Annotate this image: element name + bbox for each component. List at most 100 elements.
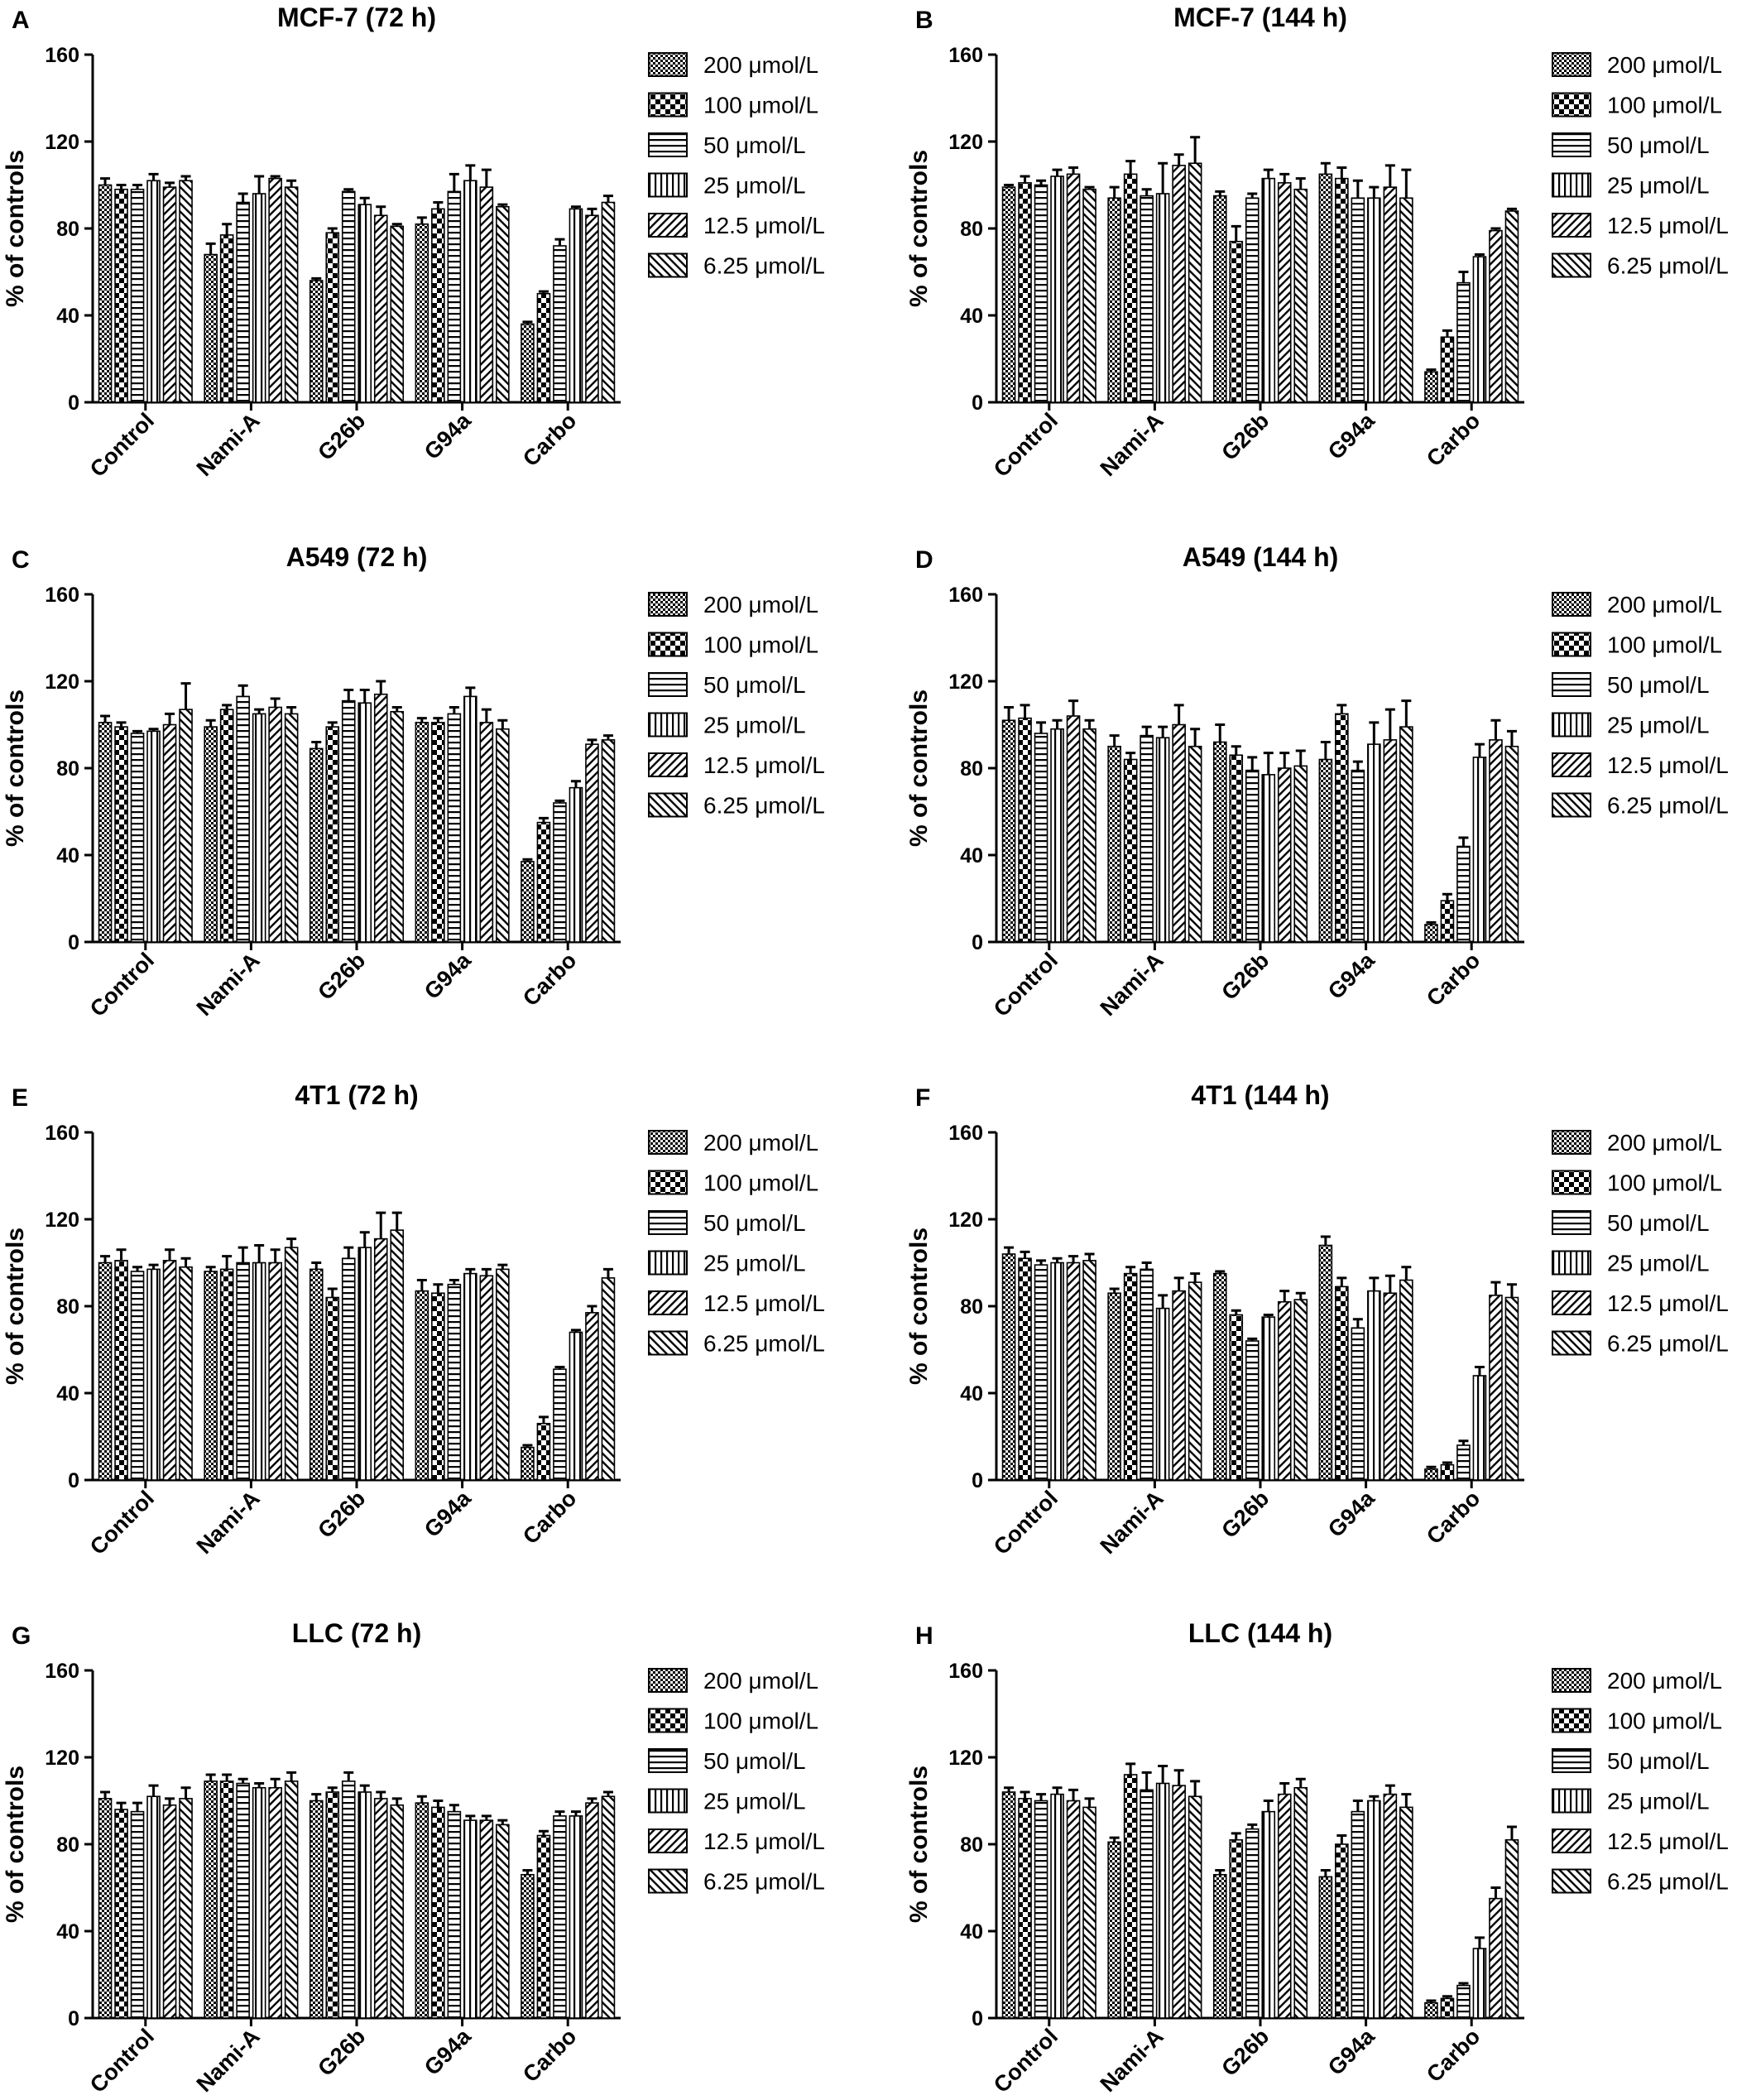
bar (1424, 2001, 1438, 2019)
x-tick-label: Control (989, 408, 1063, 482)
y-tick-label: 0 (68, 2007, 79, 2030)
panel-letter: B (915, 7, 933, 34)
bar (252, 1786, 266, 2019)
bar (1489, 1897, 1503, 2019)
bar (130, 1271, 145, 1481)
bar (447, 190, 462, 403)
x-tick-label: Carbo (518, 948, 581, 1011)
bar (1018, 1257, 1032, 1481)
bar (1140, 1789, 1154, 2019)
bar (569, 208, 583, 403)
chart-title: LLC (72 h) (292, 1618, 421, 1648)
bar (1018, 182, 1032, 403)
x-tick-label: Nami-A (1096, 948, 1168, 1021)
x-tick-label: G94a (420, 2023, 477, 2080)
bar (325, 1791, 340, 2019)
bar (1212, 1272, 1227, 1481)
bar (1082, 1806, 1096, 2019)
bar (236, 1782, 250, 2019)
legend-entry: 6.25 μmol/L (703, 1869, 825, 1895)
bar (268, 1786, 282, 2019)
legend-swatch (648, 132, 688, 157)
bar (1066, 715, 1081, 943)
y-tick-label: 120 (948, 670, 983, 694)
bar (585, 1802, 599, 2019)
bar (1229, 754, 1244, 943)
bar (1155, 1307, 1170, 1481)
bar (1018, 717, 1032, 943)
bar (1293, 1786, 1308, 2019)
x-tick-label: Nami-A (1096, 2024, 1168, 2097)
panel-a: A MCF-7 (72 h) % of controls 0 40 80 120 160 Con… (2, 2, 825, 482)
y-tick-label: 80 (960, 1833, 983, 1857)
bar (1399, 1279, 1413, 1481)
x-tick-label: Control (989, 2024, 1063, 2098)
x-tick-label: Carbo (518, 1486, 581, 1549)
panel-letter: C (12, 546, 30, 574)
legend-entry: 100 μmol/L (1607, 632, 1722, 658)
bar (1066, 1800, 1081, 2019)
bar (463, 695, 477, 943)
y-axis-label: % of controls (2, 150, 29, 307)
bar (325, 726, 340, 943)
bar (252, 1261, 266, 1481)
panel-h: H LLC (144 h) % of controls 0 40 80 120 160 Cont… (905, 1618, 1729, 2098)
bar (1318, 1876, 1333, 2019)
x-tick-label: Carbo (1422, 1486, 1485, 1549)
x-tick-label: Nami-A (192, 2024, 265, 2097)
legend: 200 μmol/L 100 μmol/L 50 μmol/L 25 μmol/L 12… (1552, 52, 1729, 279)
bar (1066, 1261, 1081, 1481)
bar (1489, 229, 1503, 403)
bar (357, 1791, 372, 2019)
legend-swatch (1552, 592, 1591, 617)
legend-entry: 50 μmol/L (703, 132, 806, 158)
bar (1440, 1997, 1455, 2019)
y-axis-label: % of controls (905, 690, 933, 847)
bar (1440, 336, 1455, 403)
panel-letter: A (12, 7, 30, 34)
x-tick-label: Control (85, 408, 159, 482)
bar (553, 802, 567, 943)
bar (284, 713, 299, 943)
legend-swatch (648, 632, 688, 657)
y-tick-label: 80 (960, 1295, 983, 1319)
bar (179, 709, 193, 943)
legend-entry: 25 μmol/L (703, 1789, 806, 1814)
legend-swatch (1552, 712, 1591, 738)
legend-swatch (648, 52, 688, 77)
y-tick-label: 120 (948, 1747, 983, 1770)
legend-swatch (1552, 632, 1591, 657)
bar (390, 1804, 405, 2019)
bar (536, 1834, 551, 2019)
legend-entry: 12.5 μmol/L (1607, 1828, 1729, 1854)
bar (204, 726, 218, 943)
bar (1155, 1782, 1170, 2019)
y-tick-label: 0 (68, 1469, 79, 1492)
panel-letter: H (915, 1622, 933, 1650)
legend-swatch (1552, 752, 1591, 777)
legend-entry: 100 μmol/L (1607, 1708, 1722, 1734)
y-tick-label: 160 (948, 44, 983, 67)
chart-title: A549 (72 h) (286, 542, 428, 572)
legend-swatch (648, 252, 688, 278)
bar (1034, 184, 1048, 403)
y-tick-label: 80 (56, 757, 79, 781)
y-tick-label: 160 (45, 1660, 79, 1683)
bar (1188, 1281, 1202, 1481)
bar (204, 1780, 218, 2019)
bar (252, 713, 266, 943)
y-tick-label: 160 (948, 584, 983, 607)
bar (431, 1806, 445, 2019)
bar (1018, 1798, 1032, 2019)
chart-title: LLC (144 h) (1188, 1618, 1332, 1648)
bar (341, 190, 356, 403)
y-tick-label: 120 (45, 1747, 79, 1770)
x-tick-label: G26b (313, 408, 370, 465)
bar (341, 1257, 356, 1481)
bar (309, 1268, 324, 1481)
legend-entry: 25 μmol/L (1607, 173, 1710, 199)
bar (390, 225, 405, 403)
bar (1351, 1810, 1365, 2019)
bar (1504, 745, 1519, 943)
legend-entry: 100 μmol/L (1607, 93, 1722, 118)
